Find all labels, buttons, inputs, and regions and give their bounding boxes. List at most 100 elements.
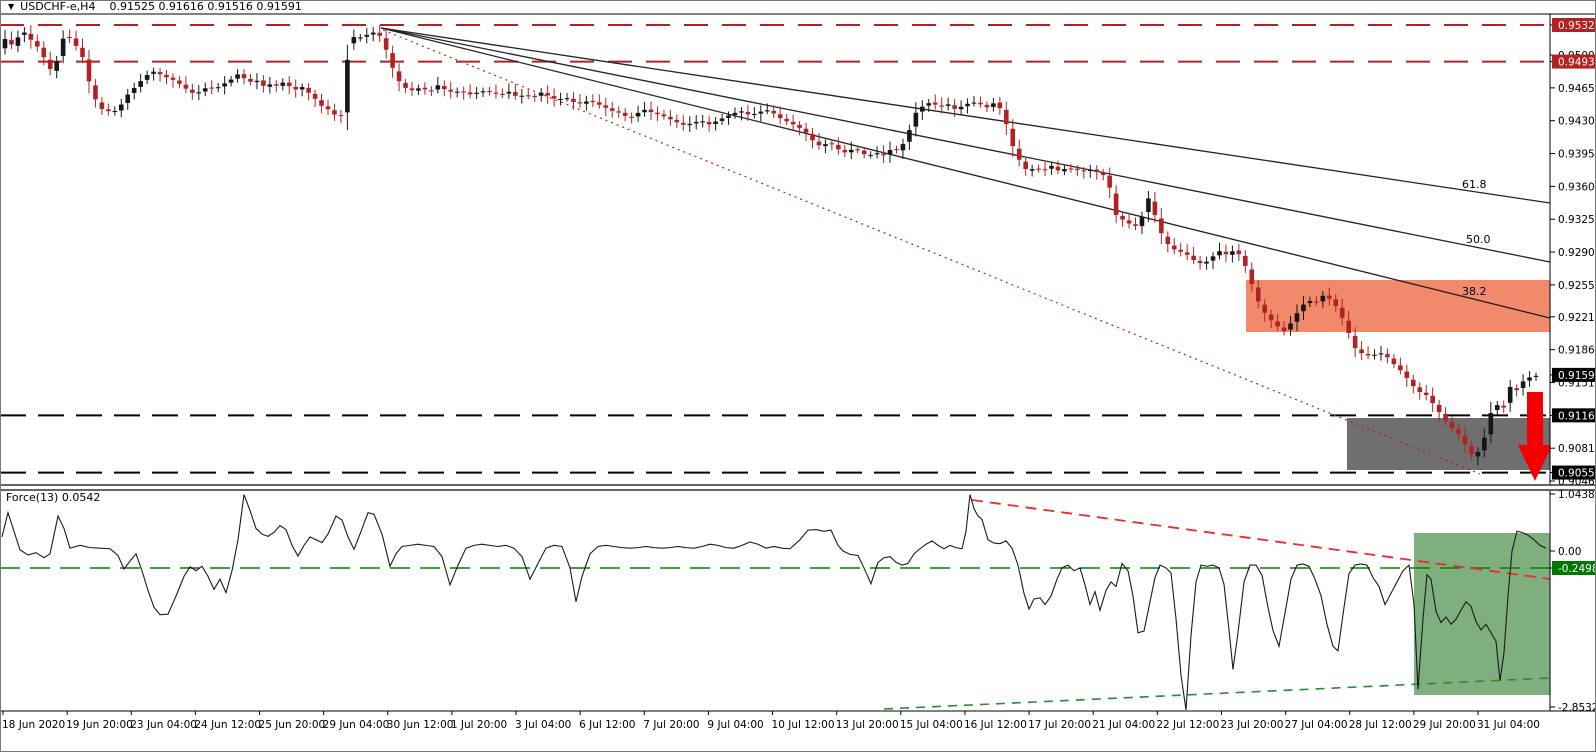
fibonacci-fan-line[interactable] [380,27,1550,319]
candle-body [364,34,370,37]
candle-body [60,38,66,56]
force-scale-label: -0.2498 [1558,563,1596,575]
candle-body [15,37,21,46]
candle-body [1081,170,1087,172]
candle-body [215,87,221,89]
candle-body [622,112,628,116]
candle-body [1333,299,1339,307]
candle-body [790,121,796,125]
candle-body [532,95,538,97]
divergence-zone-rectangle[interactable] [1414,533,1550,695]
candle-body [1004,109,1009,125]
candle-body [293,86,298,90]
candle-body [739,111,744,113]
candle-body [332,110,337,115]
candle-body [1094,169,1100,173]
candle-body [390,53,395,68]
candle-body [209,87,215,89]
price-level-badge [1552,367,1595,382]
candle-body [932,102,938,105]
candle-body [829,143,835,145]
candle-body [1527,377,1532,381]
candle-body [1320,295,1326,302]
candle-body [758,111,764,114]
force-scale-label: 0.00 [1558,546,1581,558]
candle-body [1494,405,1500,411]
candle-body [771,110,777,114]
candle-body [713,121,718,124]
candle-body [745,111,751,115]
candle-body [1029,169,1035,171]
candle-body [939,105,944,107]
chart-title: ▼ USDCHF-e,H4 0.91525 0.91616 0.91516 0.91… [8,0,302,14]
candle-body [1159,218,1164,234]
price-level-badge [1552,54,1595,69]
fibonacci-fan-line[interactable] [380,27,1550,204]
price-scale[interactable]: 0.950000.946500.943000.939500.936000.932… [1550,14,1596,714]
candle-body [732,112,738,115]
candle-body [125,94,131,103]
candle-body [971,102,977,104]
candle-body [312,93,318,99]
pane-splitter[interactable] [0,485,1596,490]
candle-body [47,59,53,69]
fibonacci-fan-line[interactable] [380,27,1550,263]
time-axis-label: 13 Jul 20:00 [836,719,899,731]
candle-body [138,81,143,87]
time-axis-label: 15 Jul 04:00 [900,719,963,731]
candle-body [597,102,602,105]
candle-body [235,74,240,79]
candle-body [222,83,227,87]
time-axis-label: 7 Jul 20:00 [643,719,699,731]
candle-body [118,104,124,111]
candle-body [1436,404,1442,413]
candle-body [1462,435,1468,445]
candle-body [1520,381,1526,388]
candle-body [609,108,615,111]
candle-body [1423,392,1429,396]
candle-body [1010,128,1016,147]
time-axis-label: 30 Jun 12:00 [387,719,454,731]
candle-body [1378,353,1384,355]
candle-body [803,128,809,133]
chevron-down-icon[interactable]: ▼ [8,2,15,11]
candle-body [396,71,402,82]
candle-body [1236,250,1242,255]
candle-body [874,153,880,155]
candle-body [1391,358,1397,365]
force-red-trendline[interactable] [971,499,1550,580]
candle-body [403,83,408,88]
candle-body [1184,252,1190,255]
candle-body [1055,166,1061,171]
candle-body [1217,251,1222,256]
candle-body [280,82,286,86]
candle-body [913,112,919,127]
candle-body [1152,201,1158,216]
candle-body [480,91,486,93]
price-pane[interactable]: 61.8 50.0 38.2 [0,24,1552,481]
candle-body [868,154,873,156]
candle-body [1139,216,1145,227]
force-pane[interactable] [0,494,1550,710]
target-zone-rectangle[interactable] [1347,418,1550,470]
time-axis-label: 16 Jul 12:00 [964,719,1027,731]
candle-body [726,115,731,118]
time-axis-label: 18 Jun 2020 [2,719,65,731]
candle-body [358,37,363,39]
candle-body [1533,375,1539,377]
sell-arrow-icon[interactable] [1518,392,1552,481]
symbol-timeframe-label: USDCHF-e,H4 [20,0,96,13]
candle-body [67,37,72,39]
candle-body [487,90,492,93]
candle-body [345,59,350,113]
time-axis-label: 24 Jun 12:00 [194,719,261,731]
candle-body [1255,287,1261,302]
candle-body [952,105,957,109]
